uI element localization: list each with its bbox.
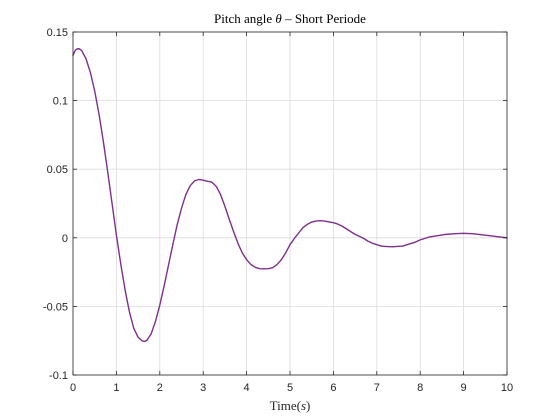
- x-tick-labels: 0 1 2 3 4 5 6 7 8 9 10: [70, 382, 513, 394]
- x-axis-label: Time(s): [270, 398, 311, 413]
- x-axis-label-prefix: Time(: [270, 398, 301, 413]
- x-tick-label: 4: [244, 382, 250, 394]
- y-tick-labels: -0.1 -0.05 0 0.05 0.1 0.15: [43, 27, 68, 382]
- y-tick-label: 0.05: [47, 164, 68, 176]
- chart-title-prefix: Pitch angle: [214, 11, 275, 26]
- x-tick-label: 2: [157, 382, 163, 394]
- x-axis-label-unit: s: [301, 398, 306, 413]
- y-tick-label: 0.15: [47, 27, 68, 39]
- x-tick-label: 3: [200, 382, 206, 394]
- plot-lines: [72, 48, 508, 343]
- pitch-angle-series-line: [72, 48, 508, 343]
- y-tick-label: 0.1: [53, 96, 68, 108]
- chart-title-suffix: – Short Periode: [282, 11, 366, 26]
- y-tick-label: 0: [62, 233, 68, 245]
- x-tick-label: 7: [374, 382, 380, 394]
- x-tick-label: 6: [330, 382, 336, 394]
- x-tick-label: 9: [461, 382, 467, 394]
- x-tick-label: 8: [417, 382, 423, 394]
- x-tick-label: 0: [70, 382, 76, 394]
- y-tick-label: -0.05: [43, 301, 68, 313]
- x-tick-label: 10: [501, 382, 513, 394]
- x-axis-label-suffix: ): [306, 398, 310, 413]
- x-tick-label: 5: [287, 382, 293, 394]
- chart-title: Pitch angle θ – Short Periode: [214, 11, 366, 26]
- tick-marks: [72, 31, 508, 376]
- x-tick-label: 1: [113, 382, 119, 394]
- chart-title-symbol: θ: [275, 11, 282, 26]
- y-tick-label: -0.1: [49, 370, 68, 382]
